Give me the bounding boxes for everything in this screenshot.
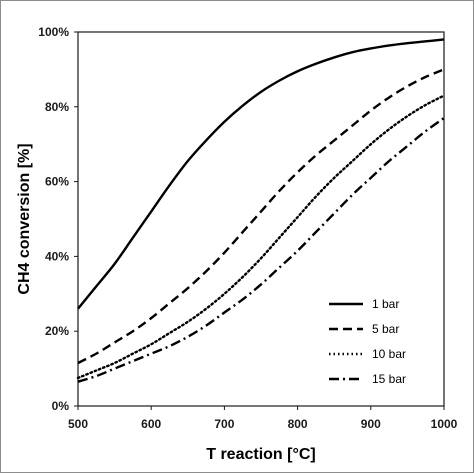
series-line-3 (76, 94, 446, 380)
legend-label-1: 1 bar (372, 297, 399, 311)
plot-area-border (77, 31, 445, 407)
y-tick-label: 40% (45, 249, 69, 263)
x-tick-label: 800 (288, 417, 308, 431)
series-lines (76, 38, 446, 383)
y-axis-title: CH4 conversion [%] (16, 143, 33, 294)
x-tick-label: 600 (141, 417, 161, 431)
x-axis-title: T reaction [°C] (206, 446, 316, 463)
y-tick-label: 60% (45, 175, 69, 189)
legend-label-2: 5 bar (372, 322, 399, 336)
y-tick-label: 100% (38, 25, 69, 39)
x-axis-ticks: 500 600 700 800 900 1000 (68, 406, 458, 431)
y-axis-ticks: 0% 20% 40% 60% 80% 100% (38, 25, 78, 413)
series-line-4 (77, 117, 445, 383)
legend-box (316, 288, 432, 394)
x-tick-label: 500 (68, 417, 88, 431)
y-tick-label: 80% (45, 100, 69, 114)
series-line-1 (77, 38, 445, 310)
y-tick-label: 0% (52, 399, 70, 413)
series-line-2 (77, 68, 445, 365)
legend-label-4: 15 bar (372, 372, 406, 386)
x-tick-label: 900 (361, 417, 381, 431)
x-tick-label: 1000 (431, 417, 458, 431)
legend: 1 bar 5 bar 10 bar 15 bar (316, 288, 432, 394)
y-tick-label: 20% (45, 324, 69, 338)
x-tick-label: 700 (214, 417, 234, 431)
legend-label-3: 10 bar (372, 347, 406, 361)
